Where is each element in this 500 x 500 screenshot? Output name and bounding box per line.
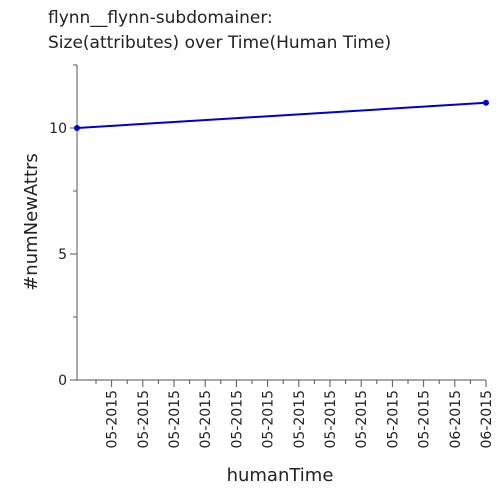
chart-title-line-2: Size(attributes) over Time(Human Time) — [48, 33, 392, 53]
x-tick-label: 05-2015 — [105, 390, 121, 449]
y-tick-label: 0 — [58, 373, 67, 389]
x-tick-label: 05-2015 — [198, 390, 214, 449]
x-axis-label: humanTime — [227, 465, 334, 486]
x-tick-label: 05-2015 — [136, 390, 152, 449]
y-axis-label: #numNewAttrs — [21, 153, 42, 291]
x-tick-label: 05-2015 — [167, 390, 183, 449]
x-tick-label: 05-2015 — [261, 390, 277, 449]
data-point — [74, 125, 80, 131]
y-tick-label: 10 — [49, 121, 67, 137]
x-tick-label: 05-2015 — [354, 390, 370, 449]
series-line — [76, 101, 487, 129]
x-tick-label: 06-2015 — [448, 390, 464, 449]
chart-title-line-1: flynn__flynn-subdomainer: — [48, 8, 273, 28]
data-point — [483, 99, 489, 106]
x-tick-label: 05-2015 — [323, 390, 339, 449]
x-tick-label: 06-2015 — [479, 390, 495, 449]
x-tick-label: 05-2015 — [385, 390, 401, 449]
x-tick-label: 05-2015 — [417, 390, 433, 449]
y-tick-label: 5 — [58, 247, 67, 263]
x-tick-label: 05-2015 — [229, 390, 245, 449]
x-tick-label: 05-2015 — [292, 390, 308, 449]
